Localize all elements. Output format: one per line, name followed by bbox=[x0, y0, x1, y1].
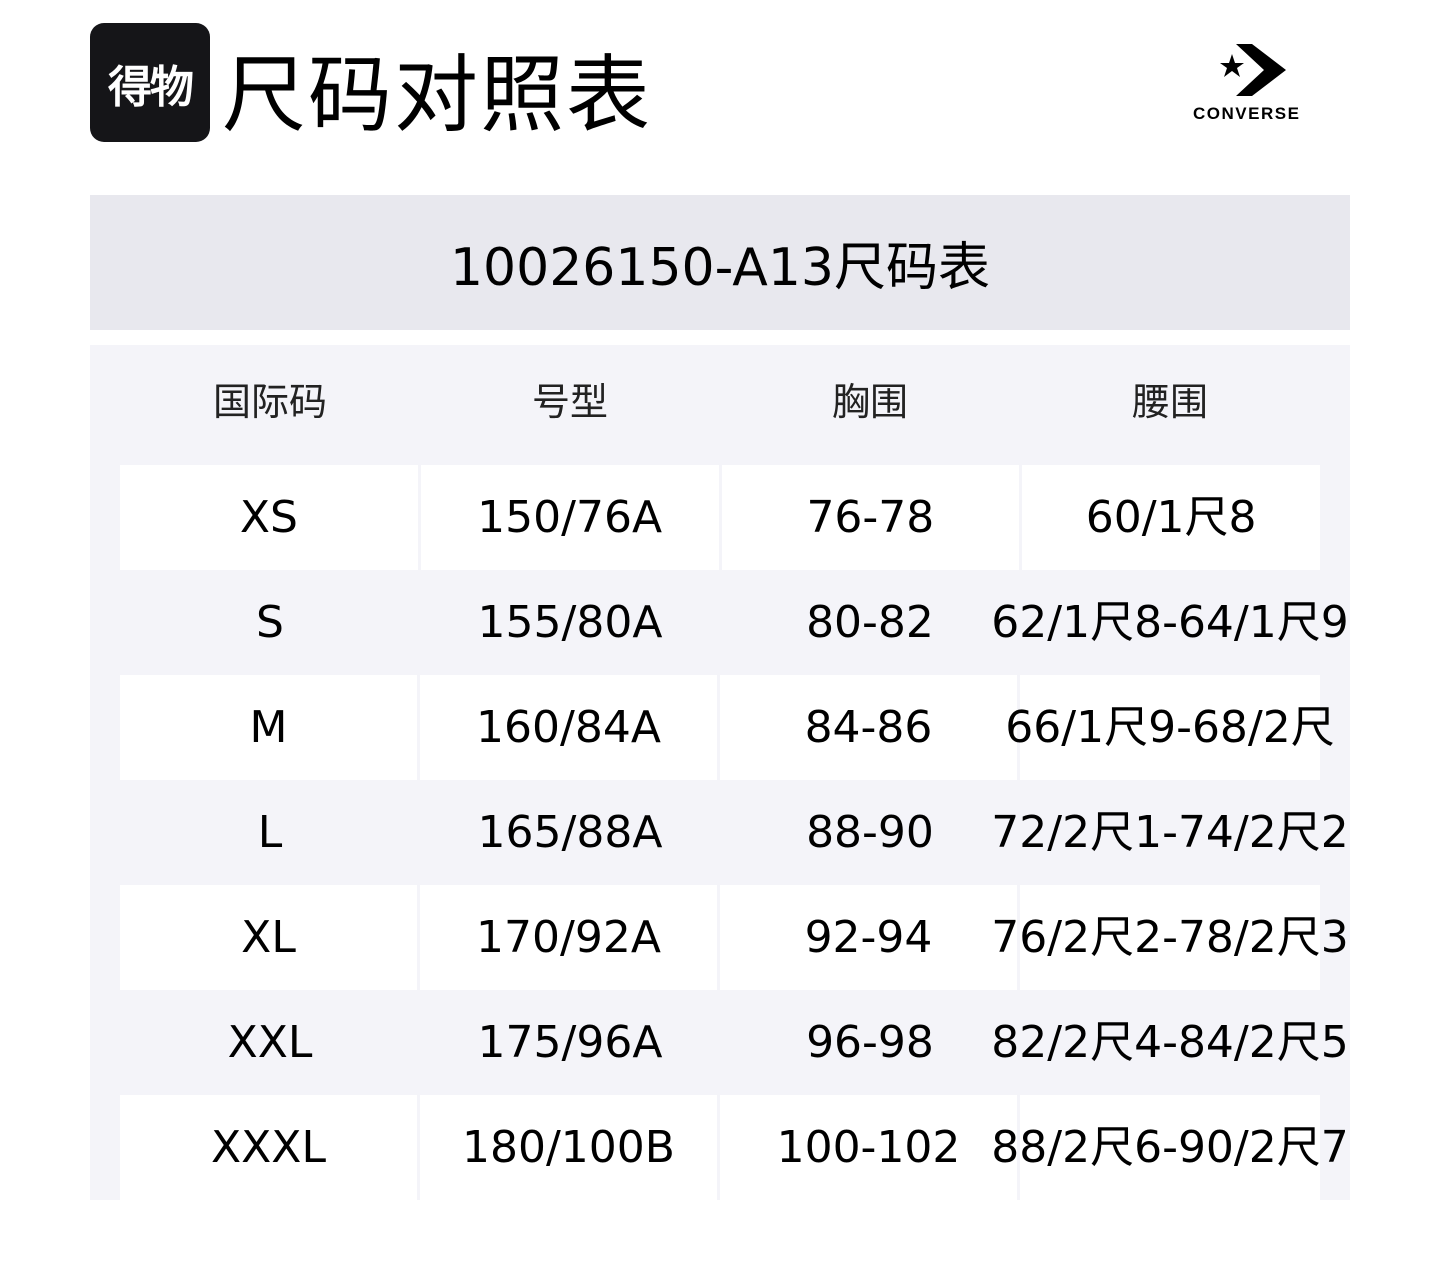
table-row: XS 150/76A 76-78 60/1尺8 bbox=[120, 465, 1320, 570]
table-cell: 76-78 bbox=[721, 465, 1020, 570]
table-cell: 96-98 bbox=[806, 1017, 934, 1068]
column-header: 胸围 bbox=[831, 380, 908, 424]
table-cell: 60/1尺8 bbox=[1022, 465, 1320, 570]
table-cell: 160/84A bbox=[420, 675, 717, 780]
table-cell: 80-82 bbox=[806, 597, 934, 648]
table-cell: 100-102 bbox=[720, 1095, 1017, 1200]
table-cell: 88-90 bbox=[806, 807, 934, 858]
table-cell: XS bbox=[120, 465, 418, 570]
table-cell: 84-86 bbox=[720, 675, 1017, 780]
table-cell: 175/96A bbox=[477, 1017, 663, 1068]
column-header: 腰围 bbox=[1131, 380, 1208, 424]
table-cell: S bbox=[256, 597, 284, 648]
table-row: S 155/80A 80-82 62/1尺8-64/1尺9 bbox=[120, 570, 1349, 675]
converse-logo: CONVERSE bbox=[1190, 40, 1315, 130]
table-cell: 180/100B bbox=[420, 1095, 717, 1200]
table-cell: 92-94 bbox=[720, 885, 1017, 990]
table-cell: 170/92A bbox=[420, 885, 717, 990]
table-cell: XXXL bbox=[120, 1095, 417, 1200]
table-cell: 88/2尺6-90/2尺7 bbox=[991, 1095, 1349, 1200]
table-cell: 62/1尺8-64/1尺9 bbox=[991, 597, 1349, 648]
table-cell: XXL bbox=[227, 1017, 313, 1068]
table-row: XL 170/92A 92-94 76/2尺2-78/2尺3 bbox=[120, 885, 1349, 990]
table-cell: L bbox=[257, 807, 283, 858]
table-cell: 72/2尺1-74/2尺2 bbox=[991, 807, 1349, 858]
column-header: 号型 bbox=[531, 380, 608, 424]
table-cell: 165/88A bbox=[477, 807, 663, 858]
table-cell: 76/2尺2-78/2尺3 bbox=[991, 885, 1349, 990]
column-header: 国际码 bbox=[212, 380, 327, 424]
table-row: XXL 175/96A 96-98 82/2尺4-84/2尺5 bbox=[120, 990, 1349, 1095]
dewu-logo: 得物 bbox=[90, 23, 210, 142]
table-row: XXXL 180/100B 100-102 88/2尺6-90/2尺7 bbox=[120, 1095, 1349, 1200]
size-table: 国际码 号型 胸围 腰围 XS 150/76A 76-78 60/1尺8 S 155/80… bbox=[90, 345, 1350, 1200]
brand-name: CONVERSE bbox=[1193, 104, 1301, 123]
table-cell: 155/80A bbox=[477, 597, 663, 648]
table-cell: 150/76A bbox=[420, 465, 719, 570]
table-cell: 66/1尺9-68/2尺 bbox=[1005, 675, 1335, 780]
table-cell: M bbox=[120, 675, 417, 780]
converse-star-chevron-icon bbox=[1220, 44, 1286, 96]
page-title: 尺码对照表 bbox=[222, 46, 653, 144]
table-cell: XL bbox=[120, 885, 417, 990]
table-cell: 82/2尺4-84/2尺5 bbox=[991, 1017, 1349, 1068]
table-title: 10026150-A13尺码表 bbox=[90, 195, 1350, 330]
table-row: L 165/88A 88-90 72/2尺1-74/2尺2 bbox=[120, 780, 1349, 885]
table-header: 国际码 号型 胸围 腰围 bbox=[120, 375, 1320, 430]
table-row: M 160/84A 84-86 66/1尺9-68/2尺 bbox=[120, 675, 1335, 780]
